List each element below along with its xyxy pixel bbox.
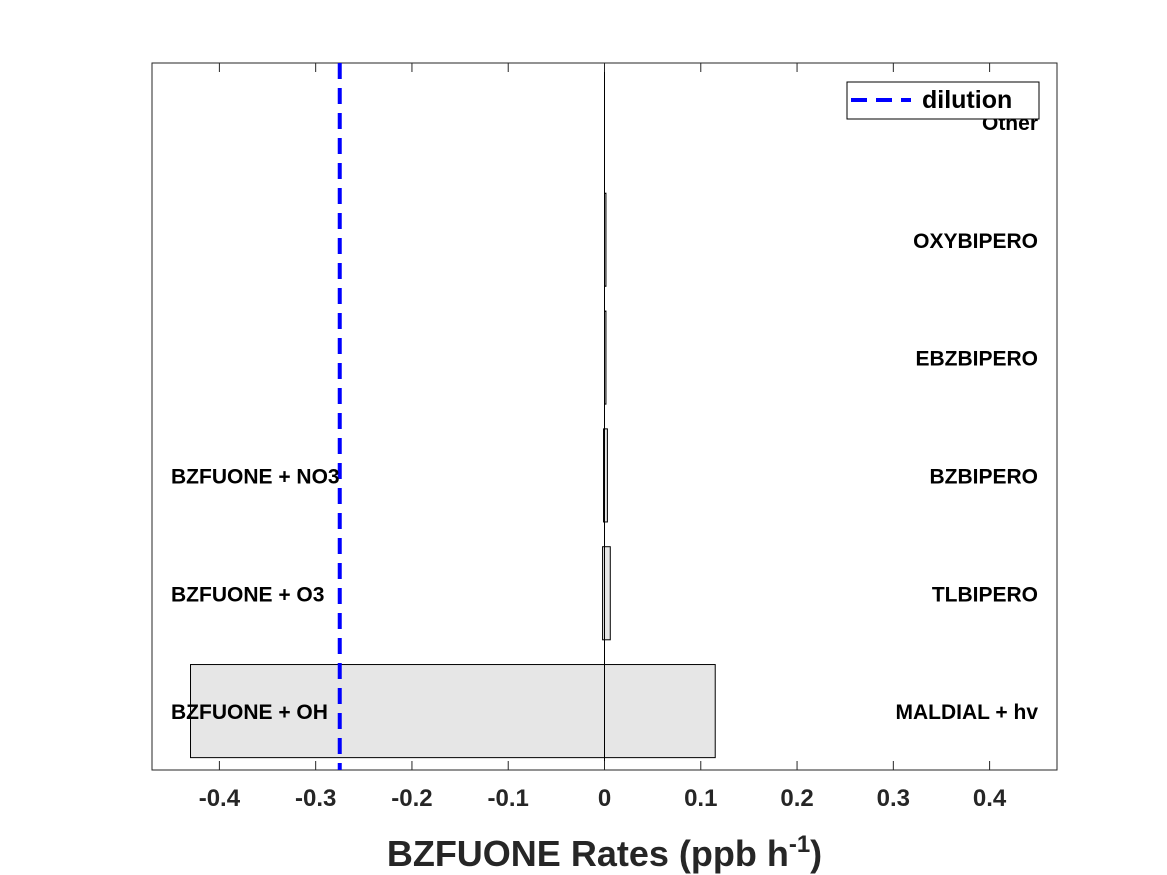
x-tick-label-6: 0.2	[780, 785, 813, 812]
prod-label-4: OXYBIPERO	[913, 230, 1038, 253]
x-tick-label-2: -0.2	[391, 785, 432, 812]
x-tick-label-7: 0.3	[877, 785, 910, 812]
bar-labels-group: BZFUONE + OH MALDIAL + hv BZFUONE + O3 TLBI…	[171, 112, 1038, 724]
x-tick-label-5: 0.1	[684, 785, 717, 812]
legend-dilution-label: dilution	[922, 86, 1012, 114]
loss-label-1: BZFUONE + O3	[171, 583, 324, 606]
x-axis-label-main: BZFUONE Rates (ppb h	[387, 833, 789, 874]
prod-label-2: BZBIPERO	[929, 465, 1038, 488]
x-tick-label-4: 0	[598, 785, 611, 812]
x-axis-label: BZFUONE Rates (ppb h-1)	[387, 831, 822, 874]
bar-row-2	[603, 428, 608, 523]
x-tick-label-8: 0.4	[973, 785, 1007, 812]
x-tick-label-0: -0.4	[199, 785, 241, 812]
bar-row-0	[190, 664, 716, 759]
prod-label-3: EBZBIPERO	[915, 348, 1038, 371]
x-axis: -0.4 -0.3 -0.2 -0.1 0 0.1 0.2 0.3 0.4	[199, 63, 1007, 812]
prod-label-1: TLBIPERO	[932, 583, 1038, 606]
x-axis-label-suffix: )	[810, 833, 822, 874]
x-tick-label-1: -0.3	[295, 785, 336, 812]
bar-row-1	[602, 546, 611, 641]
x-tick-label-3: -0.1	[488, 785, 529, 812]
x-axis-label-superscript: -1	[789, 831, 810, 858]
prod-label-0: MALDIAL + hv	[895, 701, 1038, 724]
legend: dilution	[846, 81, 1040, 120]
loss-label-0: BZFUONE + OH	[171, 701, 328, 724]
loss-label-2: BZFUONE + NO3	[171, 465, 340, 488]
